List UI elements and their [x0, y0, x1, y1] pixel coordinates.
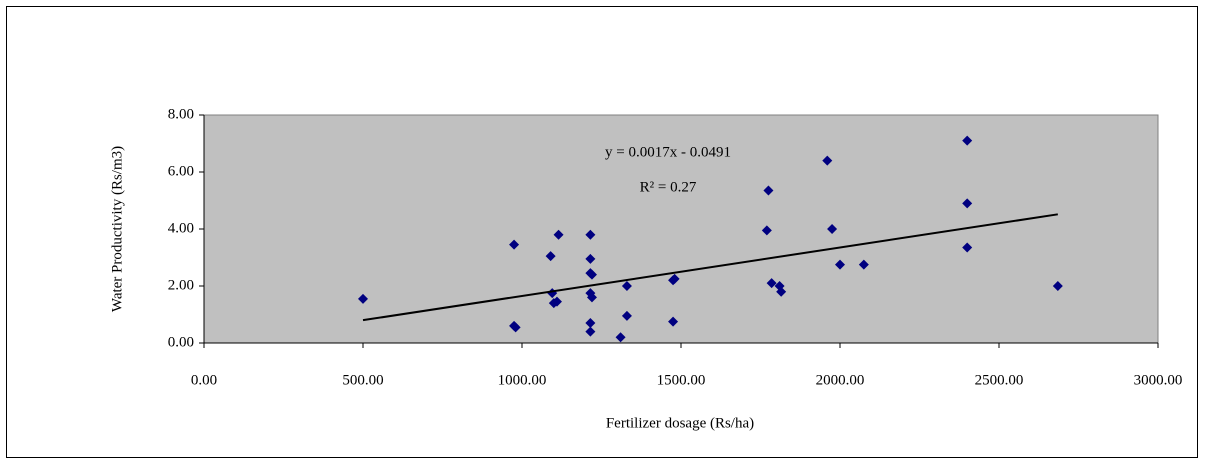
y-axis-title: Water Productivity (Rs/m3): [109, 146, 125, 312]
data-point: [545, 251, 556, 262]
data-point: [509, 239, 520, 250]
data-point: [835, 259, 845, 270]
data-point: [962, 198, 973, 209]
y-tick-label: 2.00: [168, 277, 194, 293]
x-tick-label: 1000.00: [498, 372, 547, 388]
data-point: [822, 155, 833, 166]
data-point: [585, 253, 596, 264]
data-point: [585, 326, 596, 337]
data-point: [615, 332, 626, 343]
x-tick-label: 0.00: [191, 372, 217, 388]
data-point: [763, 185, 774, 196]
x-tick-label: 2500.00: [975, 372, 1024, 388]
y-tick-label: 4.00: [168, 220, 194, 236]
data-point: [858, 259, 869, 270]
data-point: [585, 229, 596, 240]
data-point: [585, 318, 596, 329]
trendline-equation: y = 0.0017x - 0.0491: [605, 144, 731, 160]
r-squared: R² = 0.27: [640, 179, 697, 195]
data-point: [621, 310, 632, 321]
x-tick-label: 2000.00: [816, 372, 865, 388]
data-point: [553, 229, 564, 240]
x-tick-label: 1500.00: [657, 372, 706, 388]
y-tick-label: 0.00: [168, 334, 194, 350]
data-point: [551, 296, 562, 307]
x-axis-title: Fertilizer dosage (Rs/ha): [606, 415, 754, 431]
data-point: [586, 269, 597, 280]
trendline: [362, 213, 1058, 322]
y-tick-label: 6.00: [168, 163, 194, 179]
data-point: [621, 281, 632, 291]
data-point: [827, 224, 838, 234]
x-tick-label: 3000.00: [1134, 372, 1183, 388]
data-point: [962, 135, 973, 146]
data-point: [1052, 281, 1063, 291]
y-tick-label: 8.00: [168, 106, 194, 122]
data-point: [669, 273, 680, 284]
data-point: [766, 278, 777, 289]
data-point: [510, 322, 521, 333]
data-point: [776, 286, 787, 297]
data-point: [761, 225, 772, 236]
x-tick-label: 500.00: [342, 372, 383, 388]
plot-area: [203, 114, 1159, 344]
data-point: [962, 242, 973, 253]
data-point: [668, 316, 679, 327]
data-point: [586, 292, 597, 303]
data-point: [358, 293, 368, 304]
